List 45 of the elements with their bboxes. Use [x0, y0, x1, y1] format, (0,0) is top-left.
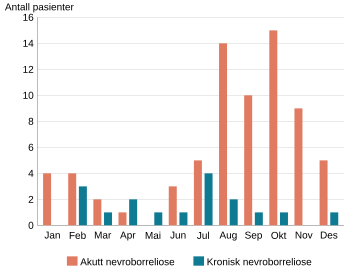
- y-tick-label: 2: [28, 196, 34, 203]
- x-tick-label: Okt: [271, 232, 286, 239]
- x-tick-label: Apr: [120, 232, 136, 241]
- y-tick-label: 10: [23, 92, 34, 99]
- x-tick-label: Nov: [296, 232, 313, 239]
- bar: [104, 212, 112, 226]
- bar: [244, 95, 252, 226]
- bar: [78, 186, 87, 226]
- bar: [168, 186, 177, 226]
- bar: [118, 212, 126, 226]
- bar: [179, 212, 188, 226]
- y-tick-label: 14: [23, 40, 34, 47]
- bar: [194, 160, 202, 226]
- legend-label: Kronisk nevroborreliose: [208, 258, 312, 266]
- y-axis-title: Antall pasienter: [4, 3, 74, 12]
- x-tick-label: Mai: [146, 232, 160, 239]
- bar: [129, 199, 138, 226]
- x-tick-label: Sep: [245, 232, 262, 241]
- y-tick-label: 0: [28, 222, 34, 229]
- bar: [204, 173, 213, 226]
- bar: [154, 212, 162, 226]
- bar: [230, 199, 238, 226]
- y-tick-label: 16: [23, 14, 34, 21]
- legend-label: Akutt nevroborreliose: [80, 258, 174, 266]
- y-tick-label: 4: [28, 170, 34, 177]
- x-tick-label: Des: [320, 232, 338, 239]
- bar: [254, 212, 263, 226]
- x-tick-label: Jan: [44, 232, 60, 239]
- bar: [93, 199, 102, 226]
- x-tick-label: Jun: [170, 232, 186, 239]
- x-tick-label: Feb: [70, 232, 86, 239]
- bar: [280, 212, 288, 226]
- x-tick-label: Mar: [94, 232, 112, 239]
- x-tick-label: Aug: [220, 232, 237, 241]
- y-tick-label: 6: [28, 144, 34, 151]
- bar: [68, 173, 76, 226]
- bar: [320, 160, 328, 226]
- bar: [219, 43, 228, 226]
- y-tick-label: 12: [23, 66, 34, 73]
- bar: [294, 108, 302, 226]
- bar: [43, 173, 52, 226]
- bar: [330, 212, 338, 226]
- bar: [269, 30, 278, 226]
- x-tick-label: Jul: [196, 232, 209, 239]
- y-tick-label: 8: [28, 118, 34, 125]
